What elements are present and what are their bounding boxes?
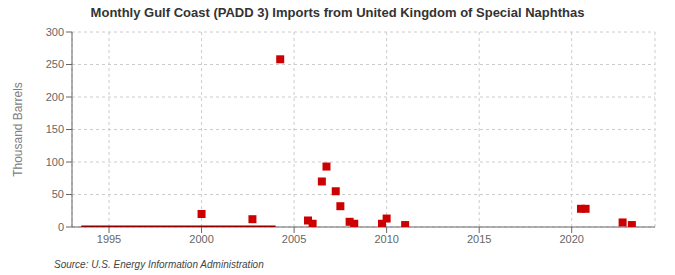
svg-text:Thousand Barrels: Thousand Barrels xyxy=(11,82,25,177)
svg-text:100: 100 xyxy=(46,156,64,168)
svg-text:2000: 2000 xyxy=(189,233,213,245)
svg-text:2010: 2010 xyxy=(374,233,398,245)
svg-text:2015: 2015 xyxy=(467,233,491,245)
svg-text:200: 200 xyxy=(46,91,64,103)
svg-text:2020: 2020 xyxy=(559,233,583,245)
svg-text:2005: 2005 xyxy=(282,233,306,245)
svg-text:250: 250 xyxy=(46,58,64,70)
svg-text:0: 0 xyxy=(58,221,64,233)
svg-text:150: 150 xyxy=(46,123,64,135)
svg-text:300: 300 xyxy=(46,26,64,38)
html-text:Monthly Gulf Coast (PADD 3) Im: Monthly Gulf Coast (PADD 3) Imports from… xyxy=(90,5,585,20)
html-text:Source: U.S. Energy Informatio: Source: U.S. Energy Information Administ… xyxy=(54,259,264,270)
svg-text:1995: 1995 xyxy=(97,233,121,245)
svg-text:50: 50 xyxy=(52,188,64,200)
